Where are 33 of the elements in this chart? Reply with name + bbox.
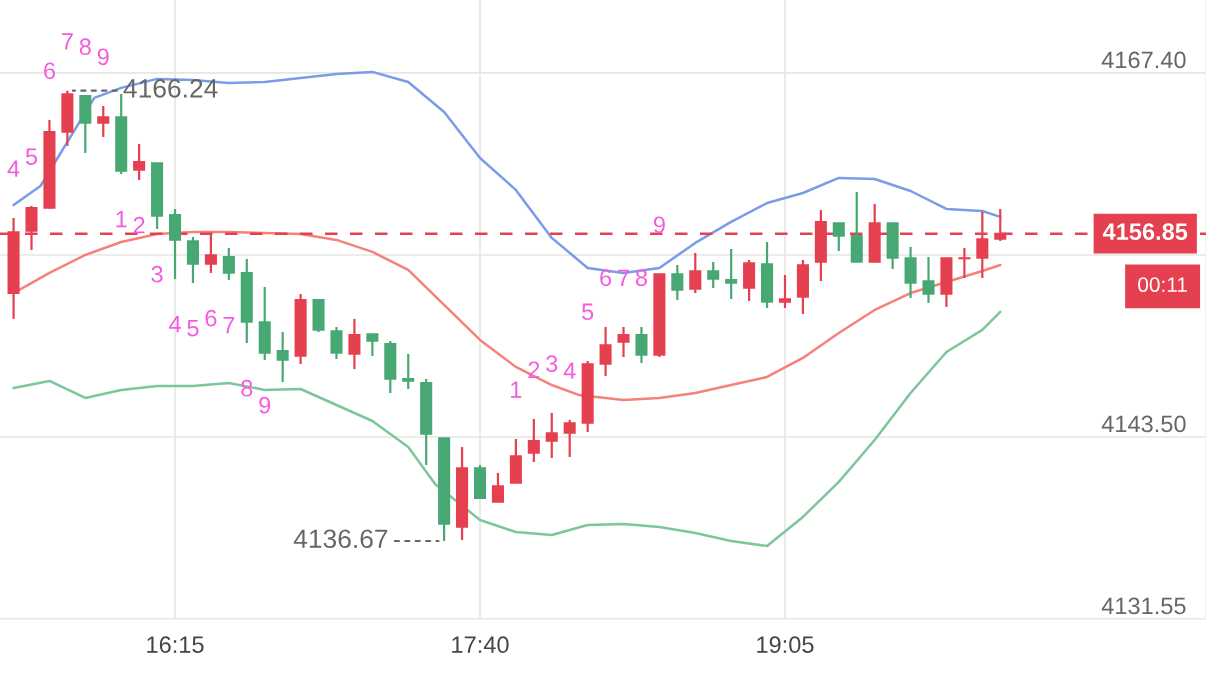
y-tick-label: 4131.55 bbox=[1101, 597, 1186, 615]
annotation: 4 bbox=[169, 316, 181, 333]
annotation: 4136.67 bbox=[293, 529, 388, 549]
annotation: 5 bbox=[25, 148, 38, 166]
annotation: 6 bbox=[205, 309, 217, 327]
annotation: 4 bbox=[563, 362, 576, 379]
annotation: 6 bbox=[44, 62, 55, 80]
annotation: 8 bbox=[79, 38, 91, 56]
x-tick-label: 16:15 bbox=[147, 636, 204, 654]
annotation: 8 bbox=[635, 269, 648, 287]
annotation: 5 bbox=[582, 303, 594, 321]
annotation: 7 bbox=[618, 269, 629, 286]
annotation: 00:11 bbox=[1138, 277, 1187, 293]
annotation: 9 bbox=[653, 216, 665, 234]
annotation: 9 bbox=[259, 396, 271, 414]
annotation: 4 bbox=[7, 160, 20, 177]
annotation: 7 bbox=[62, 33, 73, 50]
annotation: 3 bbox=[151, 265, 163, 283]
annotation: 1 bbox=[116, 211, 127, 228]
ref-line-label: 4156.85 bbox=[1102, 223, 1188, 240]
annotation: 4166.24 bbox=[123, 79, 218, 98]
x-tick-label: 19:05 bbox=[757, 636, 814, 654]
annotation: 6 bbox=[600, 269, 612, 287]
y-tick-label: 4167.40 bbox=[1101, 51, 1186, 69]
annotation: 5 bbox=[187, 320, 199, 337]
annotation: 3 bbox=[546, 355, 558, 373]
annotation: 9 bbox=[97, 48, 109, 66]
annotation: 7 bbox=[223, 317, 235, 334]
annotation: 2 bbox=[528, 361, 540, 378]
annotation: 1 bbox=[511, 381, 522, 398]
y-tick-label: 4143.50 bbox=[1101, 415, 1186, 433]
annotation: 2 bbox=[133, 216, 145, 234]
x-tick-label: 17:40 bbox=[452, 636, 509, 654]
